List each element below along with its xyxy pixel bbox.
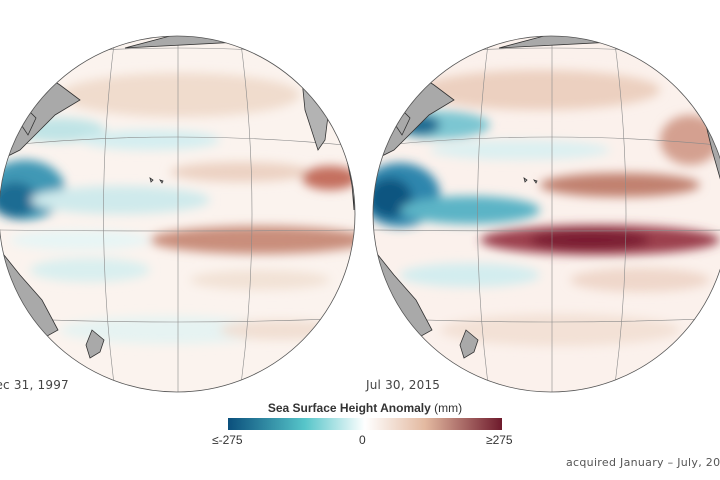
legend-title-text: Sea Surface Height Anomaly [267, 401, 431, 415]
globe-1997 [0, 35, 356, 393]
graticule-2015 [373, 36, 720, 392]
legend-min-label: ≤-275 [212, 433, 243, 447]
graticule-1997 [0, 36, 355, 392]
ssh-anomaly-pattern-2015 [373, 70, 720, 346]
globe-2015 [372, 35, 720, 393]
new-zealand-land [85, 329, 105, 359]
new-zealand-land [459, 329, 479, 359]
date-label-2015: Jul 30, 2015 [366, 378, 441, 392]
legend-unit: (mm) [434, 401, 463, 415]
legend-max-label: ≥275 [486, 433, 513, 447]
legend-color-bar [228, 418, 502, 430]
ssh-anomaly-pattern-1997 [0, 73, 355, 344]
legend-zero-label: 0 [359, 433, 366, 447]
globe-maps [0, 35, 720, 393]
date-label-1997: Dec 31, 1997 [0, 378, 69, 392]
legend-title: Sea Surface Height Anomaly (mm) [228, 401, 502, 415]
acquisition-credit: acquired January – July, 20 [566, 456, 720, 469]
